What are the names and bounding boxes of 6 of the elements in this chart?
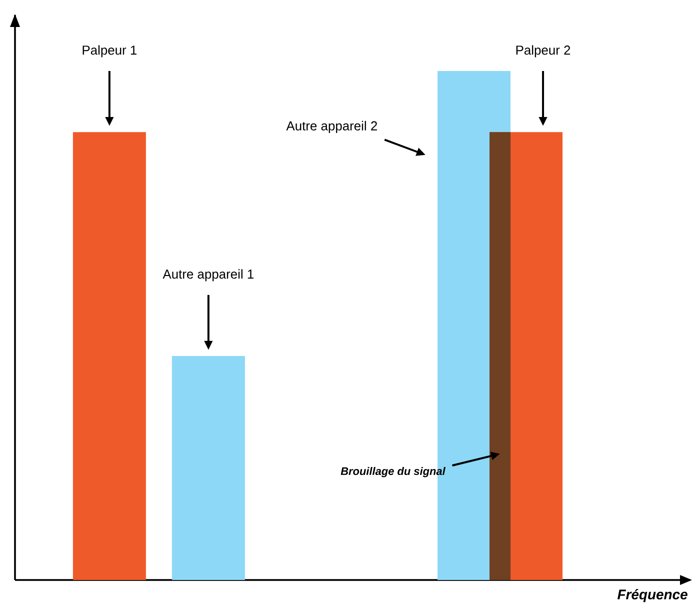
annotation: Autre appareil 1 bbox=[162, 269, 254, 282]
annotation: Brouillage du signal bbox=[340, 466, 446, 478]
annotation: Autre appareil 2 bbox=[286, 120, 377, 134]
text: Palpeur 2 bbox=[516, 45, 570, 58]
x-axis-title: Fréquence bbox=[618, 589, 688, 602]
text: Palpeur 1 bbox=[82, 45, 137, 58]
